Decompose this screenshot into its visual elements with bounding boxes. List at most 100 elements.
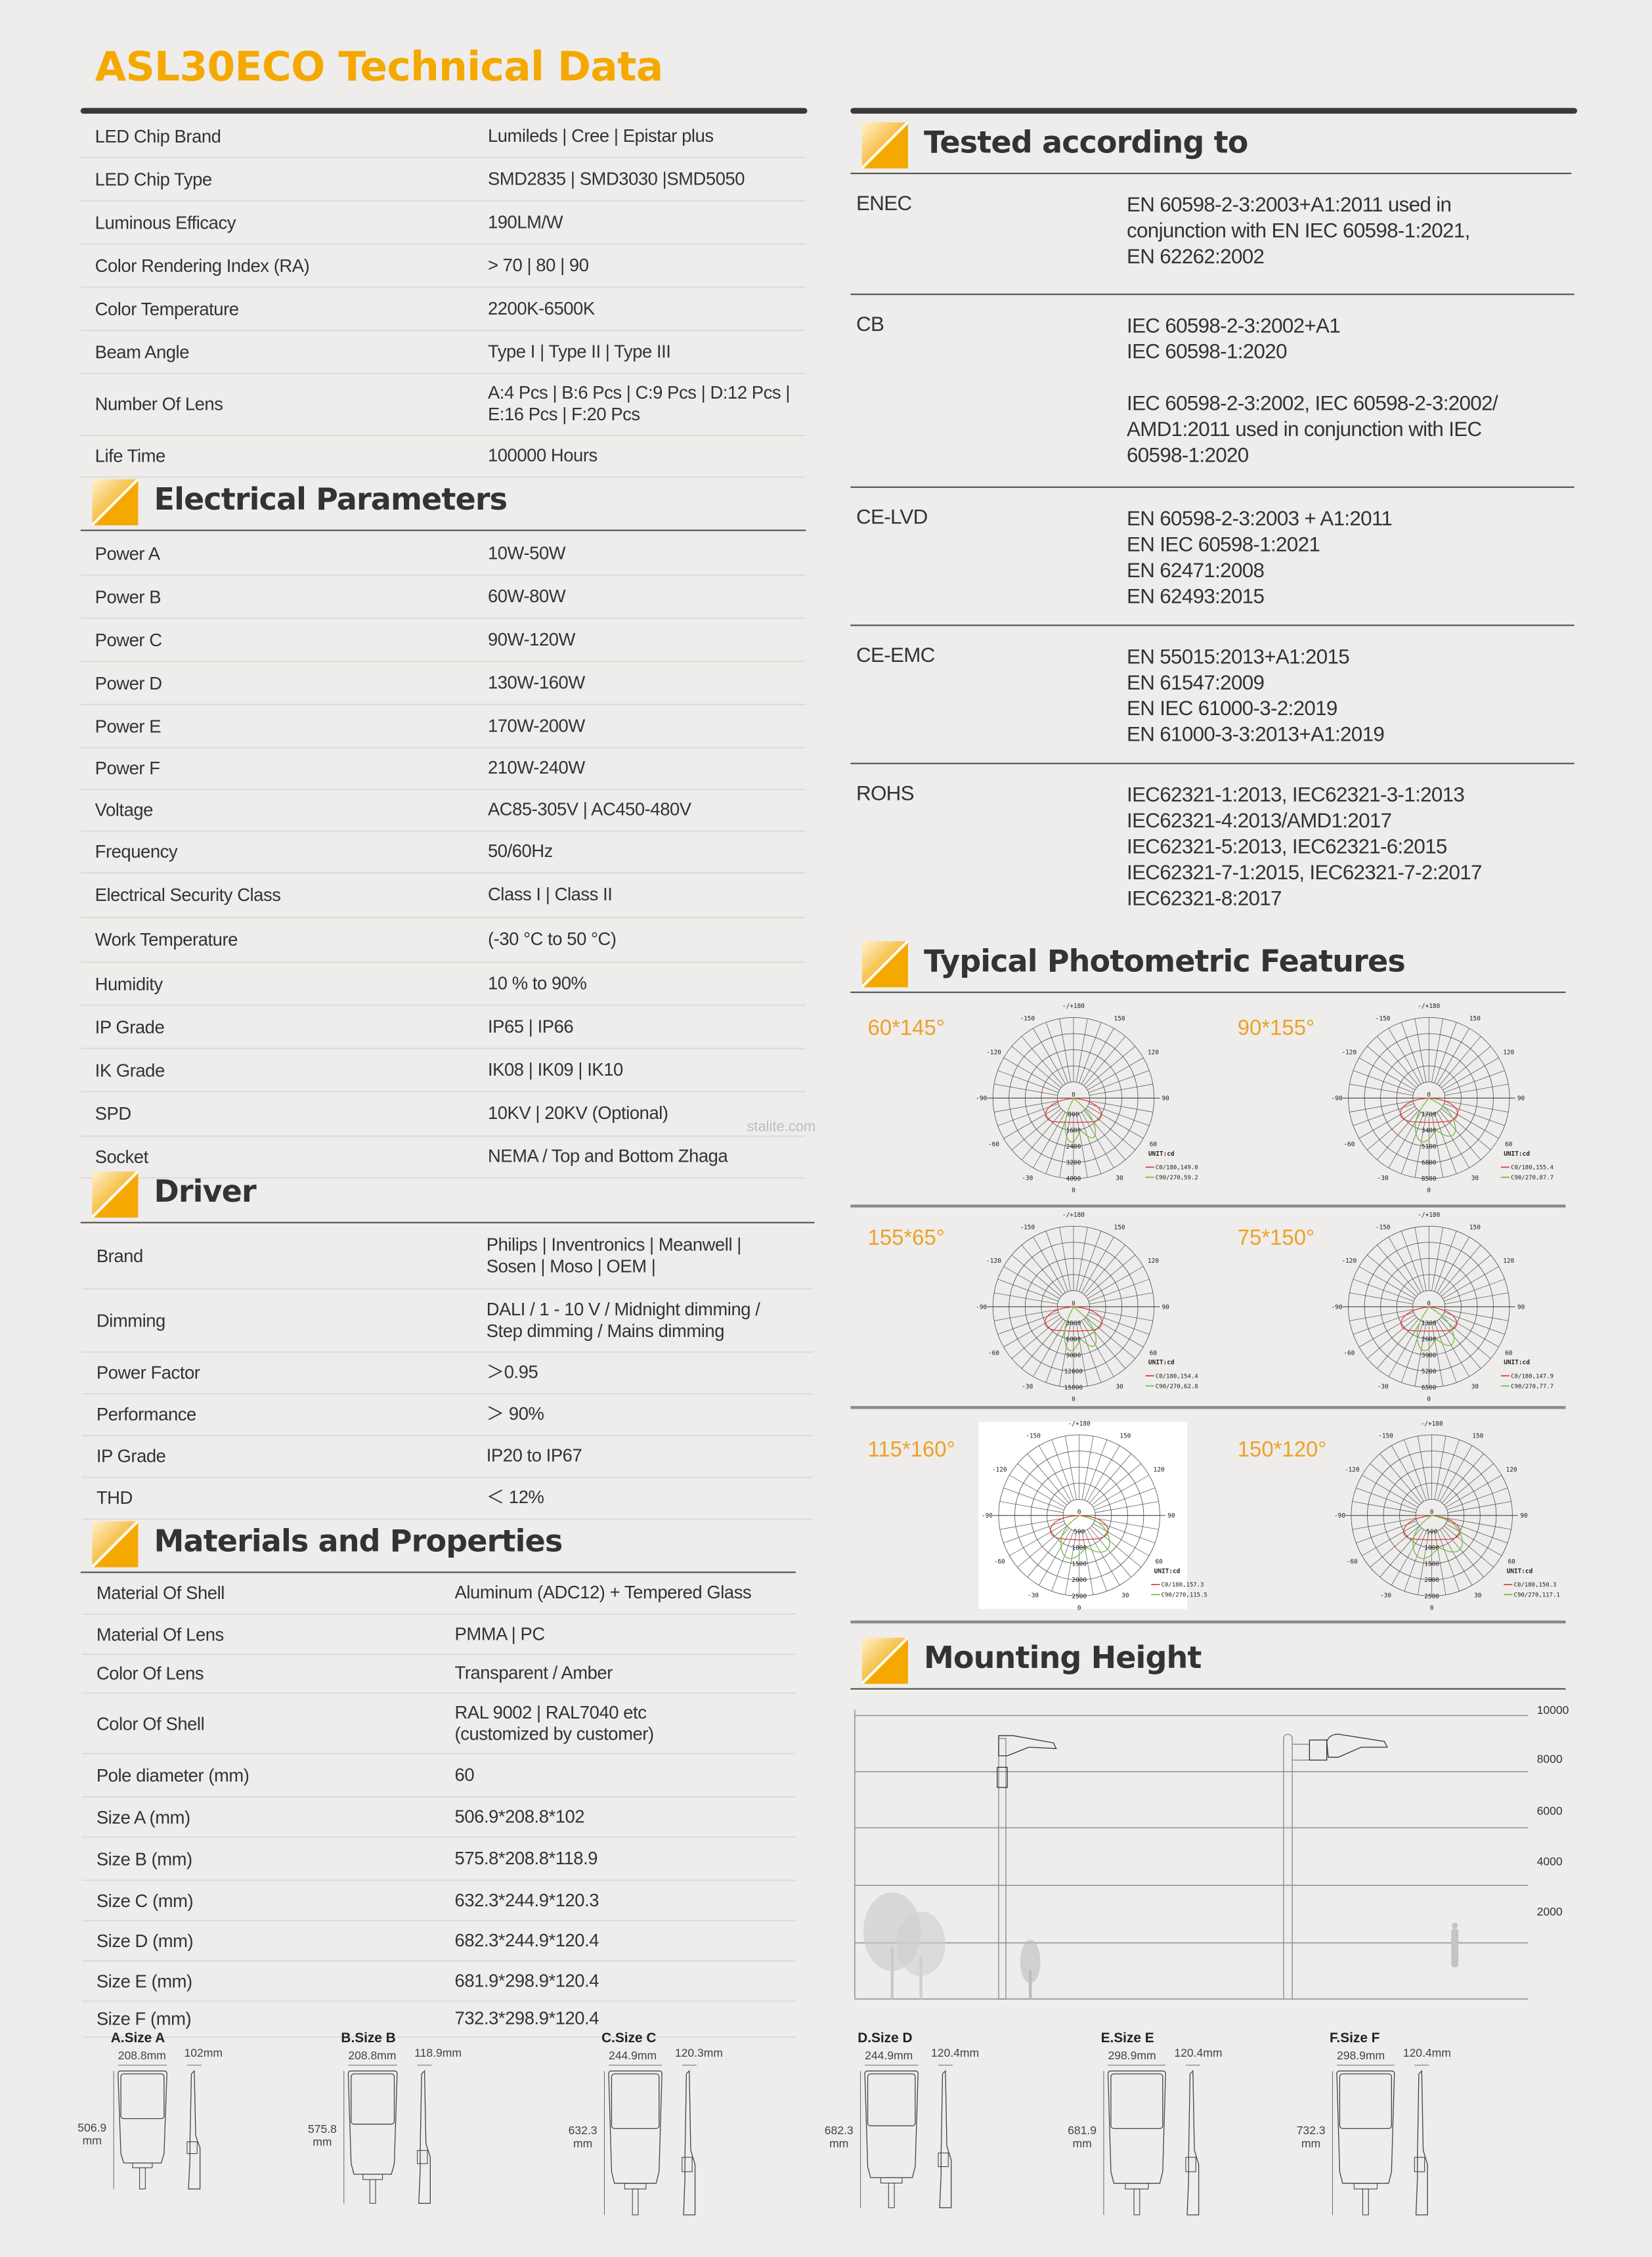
size-title: F.Size F (1330, 2030, 1380, 2047)
polar-spoke (1045, 1231, 1068, 1292)
standard-line: IEC62321-1:2013, IEC62321-3-1:2013 (1127, 784, 1465, 808)
polar-chart-svg: -/+180 150 120 90 60 30 0 -30 -60 -90 -120 -150 0 800… (976, 1003, 1198, 1194)
spec-row: Life Time 100000 Hours (80, 436, 806, 478)
polar-spoke (1089, 1309, 1153, 1321)
curve-c0-180 (1045, 1097, 1102, 1123)
side-bracket (1414, 2157, 1425, 2172)
spec-value: 682.3*244.9*120.4 (454, 1929, 599, 1950)
certification-label: ENEC (856, 192, 912, 216)
general-spec-table: LED Chip Brand Lumileds | Cree | Epistar … (80, 115, 806, 478)
angle-label: 120 (1154, 1466, 1165, 1474)
angle-label: 90 (1162, 1095, 1170, 1102)
mount-clamp (1353, 2183, 1378, 2189)
spec-row: IP Grade IP65 | IP66 (80, 1006, 806, 1049)
angle-label: -60 (994, 1558, 1005, 1566)
divider (850, 1620, 1566, 1623)
polar-spoke (1021, 1036, 1064, 1086)
angle-label: 60 (1150, 1349, 1158, 1357)
polar-spoke (1088, 1070, 1150, 1093)
legend-c0: C0/180,147.9 (1511, 1373, 1554, 1380)
spec-label: Size B (mm) (96, 1849, 192, 1869)
height-dimension: 681.9 mm (1068, 2124, 1097, 2151)
width-dimension: 298.9mm (1108, 2049, 1156, 2063)
polar-spoke (1445, 1084, 1509, 1096)
spec-value: 60 (454, 1764, 475, 1785)
standard-row: CE-EMC EN 55015:2013+A1:2015 EN 61547:2009… (850, 626, 1575, 764)
polar-spoke (997, 1070, 1058, 1093)
polar-spoke (1083, 1036, 1126, 1086)
section-title: Tested according to (924, 125, 1248, 160)
person-head (1452, 1922, 1458, 1929)
width-dimension: 244.9mm (865, 2049, 913, 2063)
polar-spoke (1431, 1227, 1443, 1291)
section-title: Driver (154, 1174, 257, 1209)
pole-spigot (1362, 2188, 1369, 2216)
spec-label: Humidity (95, 973, 163, 994)
standard-line: IEC 60598-1:2020 (1127, 341, 1288, 364)
front-housing (864, 2071, 919, 2178)
beam-angle-label: 75*150° (1237, 1226, 1315, 1251)
ring-value-label: 6800 (1422, 1160, 1437, 1167)
spec-row: Size D (mm) 682.3*244.9*120.4 (81, 1921, 796, 1962)
angle-label: -150 (1020, 1224, 1035, 1231)
ring-value-label: 2000 (1424, 1577, 1439, 1584)
polar-spoke (1076, 1323, 1088, 1386)
spec-value: DALI / 1 - 10 V / Midnight dimming / Ste… (486, 1298, 760, 1341)
spec-row: THD ＜ 12% (81, 1478, 814, 1520)
beam-angle-label: 115*160° (867, 1437, 955, 1462)
luminaire-side-mount (1326, 1734, 1388, 1758)
polar-spoke (1444, 1103, 1505, 1126)
polar-spoke (1091, 1463, 1141, 1506)
polar-spoke (1033, 1321, 1066, 1377)
spec-row: IP Grade IP20 to IP67 (81, 1436, 814, 1478)
depth-dimension: 102mm (184, 2046, 223, 2060)
polar-spoke (1377, 1319, 1419, 1369)
angle-label: 90 (1162, 1304, 1170, 1311)
standard-line: 60598-1:2020 (1127, 445, 1249, 468)
spec-value: 210W-240W (487, 757, 585, 778)
spec-value: RAL 9002 | RAL7040 etc (customized by cu… (454, 1701, 655, 1744)
polar-spoke (1083, 1244, 1126, 1295)
polar-spoke (1391, 1445, 1424, 1502)
polar-spoke (1401, 1022, 1424, 1084)
center-label: 0 (1427, 1091, 1431, 1099)
angle-label: 30 (1471, 1175, 1479, 1182)
legend-c90: C90/270,62.8 (1156, 1384, 1198, 1390)
polar-spoke (1444, 1312, 1505, 1335)
pole-spigot (888, 2182, 895, 2208)
polar-chart: -/+180 150 120 90 60 30 0 -30 -60 -90 -120 -150 0 130… (1328, 1209, 1616, 1418)
ring-value-label: 6000 (1066, 1336, 1081, 1343)
polar-spoke (1059, 1323, 1071, 1386)
ring-value-label: 1000 (1424, 1545, 1439, 1552)
polar-spoke (1439, 1244, 1481, 1295)
angle-label: 120 (1503, 1258, 1514, 1265)
polar-spoke (1401, 1231, 1424, 1292)
title-divider-right (850, 108, 1577, 114)
legend-c90: C90/270,87.7 (1511, 1175, 1554, 1181)
angle-label: -60 (1347, 1558, 1358, 1566)
polar-spoke (1081, 1028, 1114, 1085)
polar-spoke (994, 1084, 1058, 1096)
spec-row: Size B (mm) 575.8*208.8*118.9 (81, 1838, 796, 1881)
curve-c90-270 (1064, 1305, 1097, 1351)
polar-spoke (1401, 1321, 1424, 1383)
unit-label: UNIT:cd (1507, 1567, 1533, 1575)
angle-label: 0 (1077, 1604, 1081, 1611)
polar-spoke (1431, 1323, 1443, 1386)
polar-spoke (1367, 1254, 1417, 1297)
angle-label: -/+180 (1418, 1003, 1440, 1010)
lens-panel (611, 2073, 660, 2130)
polar-spoke (1439, 1529, 1473, 1586)
standard-line: IEC62321-7-1:2015, IEC62321-7-2:2017 (1127, 862, 1482, 885)
spec-value: ＜ 12% (486, 1487, 544, 1508)
legend-c90: C90/270,77.7 (1511, 1384, 1554, 1390)
polar-spoke (1079, 1231, 1102, 1292)
polar-spoke (1418, 1531, 1429, 1595)
curve-c90-270 (1416, 1306, 1454, 1351)
mount-clamp (362, 2174, 383, 2180)
spec-row: Electrical Security Class Class I | Class… (80, 873, 806, 919)
polar-spoke (1017, 1525, 1068, 1567)
polar-spoke (1079, 1321, 1102, 1383)
polar-spoke (1443, 1314, 1499, 1348)
polar-spoke (997, 1103, 1058, 1126)
